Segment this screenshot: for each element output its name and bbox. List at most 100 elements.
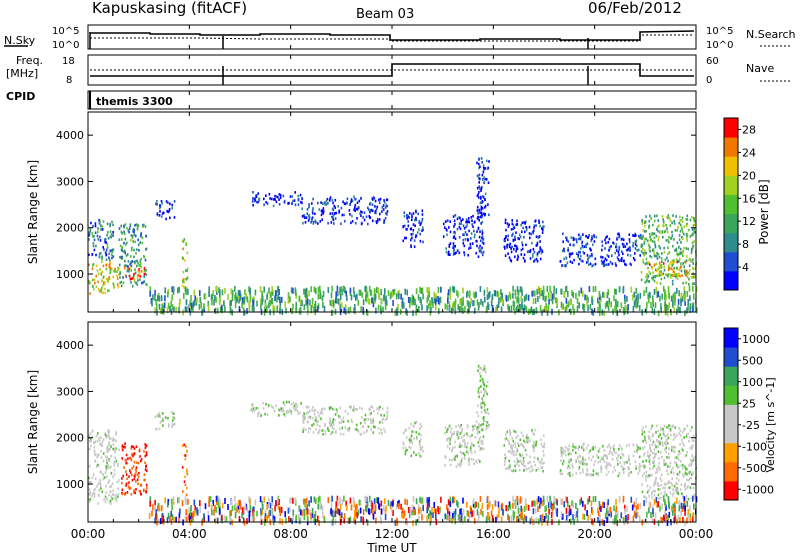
range-gate-cell — [409, 227, 412, 231]
range-gate-cell — [373, 409, 375, 413]
range-gate-cell — [458, 251, 461, 255]
range-gate-cell — [519, 515, 521, 522]
range-gate-cell — [348, 429, 350, 432]
range-gate-cell — [308, 215, 311, 219]
range-gate-cell — [415, 218, 418, 222]
range-gate-cell — [362, 216, 364, 219]
range-gate-cell — [194, 295, 196, 302]
range-gate-cell — [384, 206, 387, 209]
range-gate-cell — [665, 446, 667, 450]
range-gate-cell — [522, 444, 524, 447]
range-gate-cell — [221, 304, 223, 311]
range-gate-cell — [653, 456, 655, 459]
range-gate-cell — [238, 297, 240, 304]
range-gate-cell — [538, 502, 541, 509]
range-gate-cell — [672, 299, 674, 306]
range-gate-cell — [632, 244, 634, 248]
range-gate-cell — [641, 474, 644, 477]
range-gate-cell — [346, 294, 348, 301]
range-gate-cell — [536, 254, 539, 257]
range-gate-cell — [478, 187, 481, 190]
range-gate-cell — [512, 429, 515, 433]
range-gate-cell — [572, 304, 574, 311]
range-gate-cell — [230, 499, 233, 506]
range-gate-cell — [668, 456, 670, 459]
range-gate-cell — [473, 517, 476, 524]
range-gate-cell — [687, 299, 689, 305]
range-gate-cell — [317, 222, 319, 225]
range-gate-cell — [664, 441, 667, 444]
range-gate-cell — [637, 293, 639, 300]
range-gate-cell — [679, 460, 682, 463]
range-gate-cell — [688, 228, 690, 232]
range-gate-cell — [134, 491, 136, 495]
range-gate-cell — [575, 292, 577, 299]
range-gate-cell — [132, 230, 134, 233]
range-gate-cell — [91, 430, 94, 433]
range-gate-cell — [504, 218, 507, 222]
y-tick-label: 3000 — [56, 385, 84, 398]
range-gate-cell — [128, 267, 130, 271]
range-gate-cell — [402, 446, 404, 450]
range-gate-cell — [682, 293, 685, 300]
range-gate-cell — [107, 237, 110, 240]
range-gate-cell — [294, 287, 297, 294]
range-gate-cell — [464, 445, 466, 448]
range-gate-cell — [317, 431, 319, 435]
range-gate-cell — [643, 472, 646, 475]
range-gate-cell — [503, 245, 506, 249]
range-gate-cell — [314, 304, 317, 311]
range-gate-cell — [676, 260, 679, 264]
range-gate-cell — [378, 199, 381, 203]
range-gate-cell — [621, 256, 623, 260]
range-gate-cell — [516, 258, 519, 261]
range-gate-cell — [530, 465, 532, 469]
range-gate-cell — [454, 440, 456, 444]
range-gate-cell — [521, 221, 524, 225]
range-gate-cell — [578, 233, 580, 237]
range-gate-cell — [166, 209, 168, 213]
range-gate-cell — [108, 479, 110, 482]
range-gate-cell — [133, 460, 136, 464]
range-gate-cell — [92, 244, 95, 248]
range-gate-cell — [125, 254, 128, 257]
range-gate-cell — [308, 290, 310, 297]
range-gate-cell — [560, 451, 563, 454]
range-gate-cell — [481, 246, 483, 250]
range-gate-cell — [102, 452, 105, 455]
range-gate-cell — [572, 502, 575, 508]
range-gate-cell — [680, 262, 682, 265]
range-gate-cell — [375, 211, 377, 215]
range-gate-cell — [106, 246, 109, 249]
range-gate-cell — [478, 249, 481, 253]
range-gate-cell — [89, 229, 92, 233]
range-gate-cell — [420, 498, 422, 504]
range-gate-cell — [322, 301, 324, 308]
range-gate-cell — [295, 514, 297, 521]
range-gate-cell — [511, 449, 514, 453]
range-gate-cell — [380, 413, 382, 417]
range-gate-cell — [364, 413, 367, 417]
range-gate-cell — [660, 270, 662, 273]
range-gate-cell — [560, 454, 563, 458]
range-gate-cell — [132, 454, 134, 458]
range-gate-cell — [177, 497, 179, 504]
range-gate-cell — [607, 514, 610, 521]
range-gate-cell — [660, 306, 662, 313]
range-gate-cell — [531, 469, 534, 472]
range-gate-cell — [438, 299, 441, 306]
range-gate-cell — [125, 470, 127, 473]
range-gate-cell — [261, 298, 263, 305]
range-gate-cell — [600, 255, 602, 259]
range-gate-cell — [156, 513, 158, 520]
range-gate-cell — [409, 212, 411, 215]
range-gate-cell — [285, 410, 288, 413]
range-gate-cell — [575, 446, 577, 449]
nave-label: Nave — [746, 62, 774, 75]
range-gate-cell — [643, 454, 645, 457]
range-gate-cell — [117, 285, 120, 289]
range-gate-cell — [143, 269, 146, 273]
range-gate-cell — [98, 255, 101, 259]
